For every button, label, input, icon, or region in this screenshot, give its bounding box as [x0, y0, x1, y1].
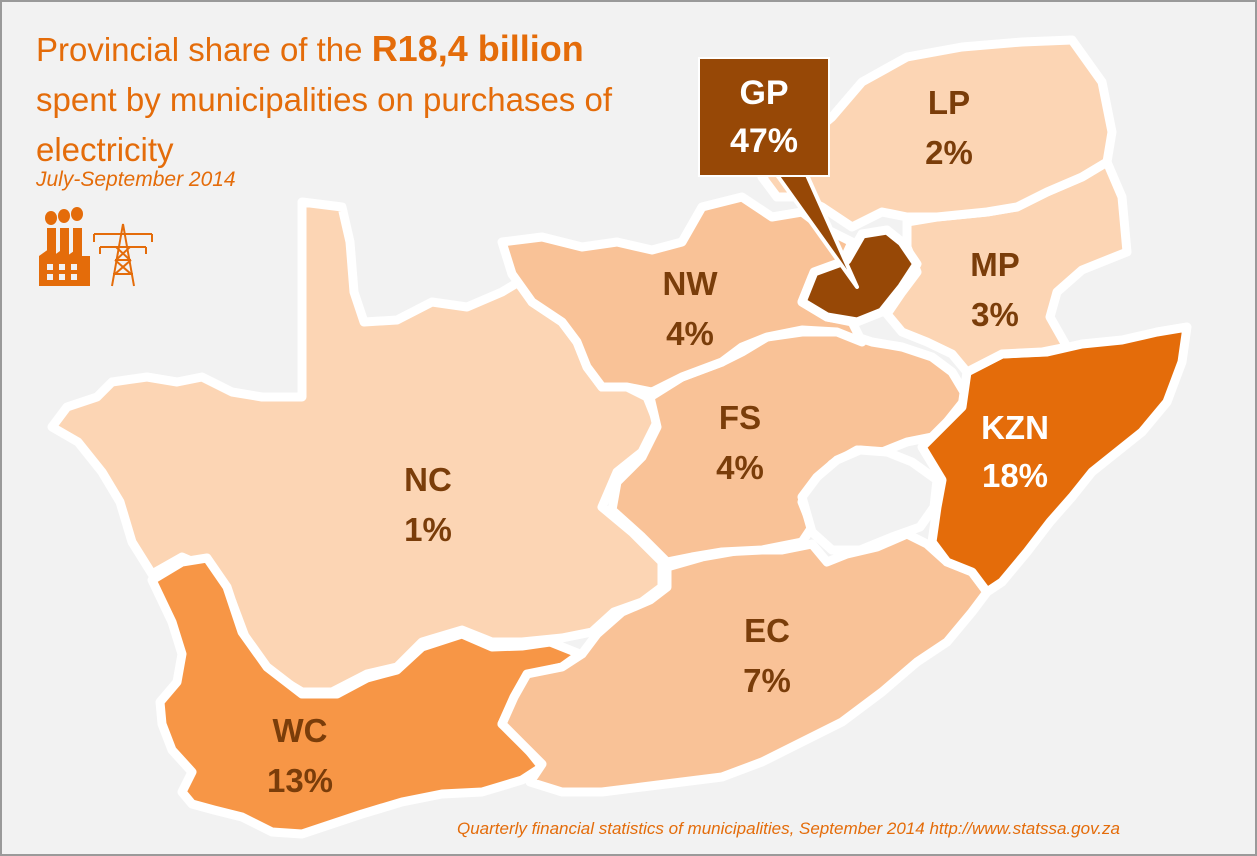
label-wc-value: 13%: [267, 762, 333, 799]
chart-title: Provincial share of the R18,4 billion sp…: [36, 24, 656, 175]
gp-callout: GP 47%: [698, 57, 859, 289]
label-lp-code: LP: [928, 84, 970, 121]
label-nc-value: 1%: [404, 511, 452, 548]
title-part2: spent by municipalities on purchases of …: [36, 81, 612, 168]
label-lp-value: 2%: [925, 134, 973, 171]
label-nw-code: NW: [663, 265, 719, 302]
label-mp-value: 3%: [971, 296, 1019, 333]
power-pylon-icon: [93, 223, 153, 287]
label-kzn-value: 18%: [982, 457, 1048, 494]
gp-callout-code: GP: [739, 74, 788, 112]
chart-subtitle: July-September 2014: [36, 168, 236, 191]
gp-callout-value: 47%: [730, 122, 798, 160]
factory-icon: [39, 207, 90, 286]
label-ec-code: EC: [744, 612, 790, 649]
label-wc-code: WC: [273, 712, 328, 749]
province-kzn: [917, 322, 1192, 597]
label-ec-value: 7%: [743, 662, 791, 699]
source-note: Quarterly financial statistics of munici…: [457, 819, 1120, 838]
gp-callout-box: [698, 57, 830, 177]
title-highlight: R18,4 billion: [371, 28, 584, 69]
province-lp: [757, 35, 1117, 232]
label-fs-code: FS: [719, 399, 761, 436]
label-mp-code: MP: [970, 246, 1020, 283]
label-fs-value: 4%: [716, 449, 764, 486]
label-nc-code: NC: [404, 461, 452, 498]
label-kzn-code: KZN: [981, 409, 1049, 446]
label-nw-value: 4%: [666, 315, 714, 352]
title-part1: Provincial share of the: [36, 31, 363, 68]
